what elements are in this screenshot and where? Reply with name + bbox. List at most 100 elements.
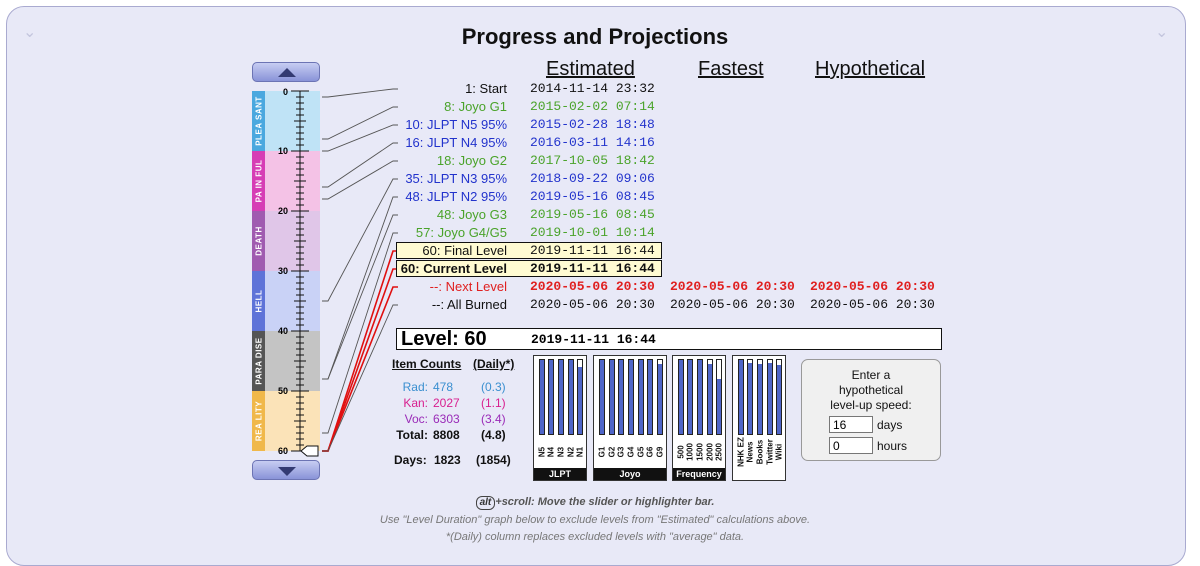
slider-band: PA IN FUL <box>252 151 320 211</box>
count-label: Rad: <box>402 380 428 394</box>
coverage-bar <box>766 359 773 435</box>
milestone-row[interactable]: 35: JLPT N3 95% 2018-09-22 09:06 <box>0 170 1200 188</box>
coverage-graph[interactable]: G1 G2 G3 G4 G5 G6 G9 Joyo <box>593 355 667 481</box>
column-header-hypothetical: Hypothetical <box>815 58 926 80</box>
coverage-tick-label: G6 <box>646 436 655 468</box>
count-daily: (3.4) <box>481 412 506 426</box>
milestone-row[interactable]: 57: Joyo G4/G5 2019-10-01 10:14 <box>0 224 1200 242</box>
coverage-tick-label: N5 <box>537 436 546 468</box>
coverage-bar <box>647 359 654 435</box>
milestone-row[interactable]: 1: Start 2014-11-14 23:32 <box>0 80 1200 98</box>
coverage-tick-label: 1000 <box>686 436 695 468</box>
coverage-bar <box>577 359 584 435</box>
coverage-graph-title: Joyo <box>594 468 666 480</box>
hypothetical-prompt-line: hypothetical <box>838 383 904 397</box>
slider-up-button[interactable] <box>252 62 320 82</box>
hypothetical-prompt-line: Enter a <box>851 368 891 382</box>
milestone-name: JLPT N4 95% <box>427 135 507 150</box>
milestone-row[interactable]: 18: Joyo G2 2017-10-05 18:42 <box>0 152 1200 170</box>
coverage-bar <box>538 359 545 435</box>
milestone-estimated-date: 2020-05-06 20:30 <box>530 279 655 294</box>
coverage-tick-label: 2000 <box>705 436 714 468</box>
milestone-level: 48 <box>405 189 420 204</box>
milestone-fastest-date: 2020-05-06 20:30 <box>670 297 795 312</box>
milestone-row[interactable]: 10: JLPT N5 95% 2015-02-28 18:48 <box>0 116 1200 134</box>
coverage-graph[interactable]: NHK EZ News Books Twitter Wiki <box>732 355 786 481</box>
milestone-connector <box>322 142 398 188</box>
slider-band-label: PARA DISE <box>252 331 265 391</box>
milestone-name: All Burned <box>447 297 507 312</box>
collapse-right-chevron-icon[interactable]: ⌄ <box>1155 24 1169 41</box>
item-counts-header: Item Counts <box>392 357 462 371</box>
slider-pointer-icon[interactable] <box>300 445 319 457</box>
slider-band: PLEA SANT <box>252 91 320 151</box>
collapse-left-chevron-icon[interactable]: ⌄ <box>23 24 37 41</box>
arrow-down-icon <box>278 467 296 476</box>
current-level-highlight[interactable] <box>396 260 662 277</box>
milestone-estimated-date: 2014-11-14 23:32 <box>530 81 655 96</box>
coverage-tick-label: G9 <box>656 436 665 468</box>
coverage-tick-label: 1500 <box>695 436 705 468</box>
milestone-row[interactable]: 60: Final Level 2019-11-11 16:44 <box>0 242 1200 260</box>
slider-down-button[interactable] <box>252 460 320 480</box>
milestone-name: Joyo G3 <box>458 207 507 222</box>
count-daily: (4.8) <box>481 428 506 442</box>
milestone-row[interactable]: 60: Current Level 2019-11-11 16:44 <box>0 260 1200 278</box>
milestone-label: 16: JLPT N4 95% <box>405 135 507 150</box>
milestone-estimated-date: 2019-11-11 16:44 <box>530 261 655 276</box>
coverage-graph[interactable]: N5 N4 N3 N2 N1 JLPT <box>533 355 587 481</box>
milestone-name: Current Level <box>423 261 507 276</box>
coverage-tick-text: 2500 <box>714 443 724 461</box>
milestone-row[interactable]: 48: JLPT N2 95% 2019-05-16 08:45 <box>0 188 1200 206</box>
milestone-connector <box>322 88 398 98</box>
coverage-bar <box>776 359 783 435</box>
milestone-label: 48: JLPT N2 95% <box>405 189 507 204</box>
slider-band-label: PLEA SANT <box>252 91 265 151</box>
count-value: 6303 <box>433 412 460 426</box>
milestone-name: Joyo G4/G5 <box>437 225 507 240</box>
milestone-row[interactable]: --: All Burned 2020-05-06 20:30 2020-05-06… <box>0 296 1200 314</box>
milestone-name: JLPT N5 95% <box>427 117 507 132</box>
milestone-name: Start <box>479 81 507 96</box>
coverage-tick-label: G5 <box>636 436 646 468</box>
milestone-row[interactable]: --: Next Level 2020-05-06 20:30 2020-05-06… <box>0 278 1200 296</box>
milestone-connector <box>322 124 398 152</box>
days-daily-value: (1854) <box>476 453 511 467</box>
milestone-connector <box>322 232 398 434</box>
milestone-row[interactable]: 16: JLPT N4 95% 2016-03-11 14:16 <box>0 134 1200 152</box>
final-level-highlight[interactable] <box>396 242 662 259</box>
milestone-row[interactable]: 8: Joyo G1 2015-02-02 07:14 <box>0 98 1200 116</box>
milestone-row[interactable]: 48: Joyo G3 2019-05-16 08:45 <box>0 206 1200 224</box>
coverage-tick-text: N3 <box>556 446 566 458</box>
slider-band: PARA DISE <box>252 331 320 391</box>
coverage-tick-text: News <box>745 441 755 463</box>
milestone-estimated-date: 2018-09-22 09:06 <box>530 171 655 186</box>
coverage-tick-text: Twitter <box>765 439 775 465</box>
milestone-label: 35: JLPT N3 95% <box>405 171 507 186</box>
milestone-level: 8 <box>444 99 452 114</box>
ruler-tick-label: 50 <box>278 386 288 396</box>
column-header-fastest: Fastest <box>698 58 764 80</box>
coverage-tick-label: Books <box>756 436 765 468</box>
coverage-tick-text: G5 <box>636 446 646 458</box>
coverage-bar <box>747 359 754 435</box>
milestone-name: JLPT N2 95% <box>427 189 507 204</box>
coverage-graph[interactable]: 500 1000 1500 2000 2500 Frequency <box>672 355 726 481</box>
milestone-label: --: Next Level <box>429 279 507 294</box>
milestone-level: 48 <box>436 207 452 222</box>
hypothetical-prompt: Enter a hypothetical level-up speed: <box>802 368 940 413</box>
coverage-bar <box>567 359 574 435</box>
days-label: Days: <box>394 453 427 467</box>
count-value: 478 <box>433 380 454 394</box>
coverage-tick-text: 1500 <box>695 443 705 461</box>
count-label: Kan: <box>403 396 428 410</box>
level-title: Level: 60 <box>401 328 487 350</box>
hypothetical-hours-input[interactable] <box>829 437 873 454</box>
hypothetical-days-input[interactable] <box>829 416 873 433</box>
milestone-label: 18: Joyo G2 <box>436 153 507 168</box>
coverage-tick-label: Wiki <box>775 436 784 468</box>
slider-band: HELL <box>252 271 320 331</box>
milestone-label: 1: Start <box>465 81 507 96</box>
hypothetical-prompt-line: level-up speed: <box>830 398 912 412</box>
milestone-hypothetical-date: 2020-05-06 20:30 <box>810 279 935 294</box>
